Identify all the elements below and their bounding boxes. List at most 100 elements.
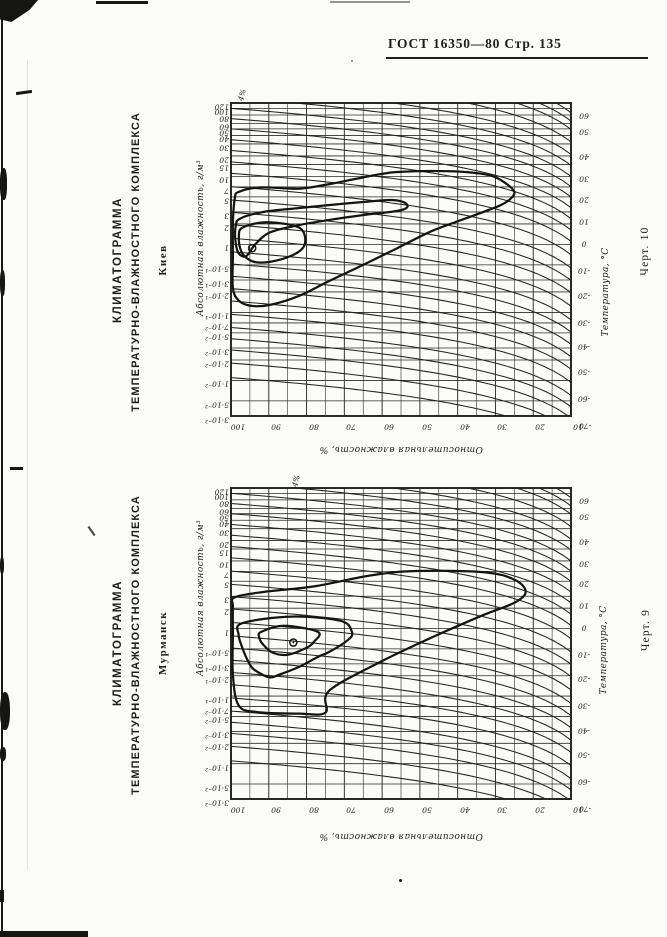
- temp-isoline: [231, 377, 506, 416]
- abs-tick-label: 2·10⁻²: [205, 742, 229, 752]
- temp-isoline: [516, 103, 571, 130]
- scan-artifact: [27, 60, 28, 870]
- abs-tick-label: 5·10⁻²: [205, 715, 229, 725]
- temp-isoline: [231, 349, 569, 416]
- temp-isoline: [231, 546, 571, 615]
- temp-tick-label: -10: [577, 650, 591, 660]
- scan-artifact: [10, 467, 23, 470]
- temp-tick-label: -30: [577, 701, 591, 711]
- temp-isoline: [231, 338, 571, 408]
- temp-isoline: [231, 671, 571, 741]
- abs-tick-label: 7·10⁻²: [205, 706, 229, 716]
- abs-tick-label: 1·10⁻²: [205, 763, 229, 773]
- scan-artifact: [0, 270, 5, 296]
- grid-border: [230, 102, 572, 417]
- abs-tick-label: 1: [224, 628, 229, 637]
- rh-tick-label: 100: [230, 805, 246, 815]
- climate-contour: [233, 198, 409, 258]
- temp-isoline: [231, 534, 571, 604]
- chart-title-line1: КЛИМАТОГРАММА: [112, 579, 124, 707]
- temp-isoline: [231, 199, 571, 269]
- temp-isoline: [231, 760, 506, 799]
- temp-isoline: [231, 492, 571, 562]
- temp-tick-label: -70: [578, 804, 592, 814]
- rh-tick-label: 40: [459, 805, 470, 815]
- rh-tick-label: 60: [384, 805, 394, 815]
- rh-tick-label: 20: [535, 805, 546, 815]
- temp-isoline: [231, 275, 571, 345]
- climate-contour: [257, 624, 321, 657]
- abs-tick-label: 10: [219, 560, 229, 570]
- mean-point-marker: [247, 243, 257, 253]
- temp-isoline: [231, 513, 571, 582]
- temp-tick-label: 10: [579, 601, 589, 611]
- temp-isoline: [467, 103, 571, 143]
- temp-isoline: [231, 502, 571, 572]
- climate-contour: [231, 169, 516, 308]
- scan-artifact: [0, 168, 7, 200]
- temp-isoline: [231, 313, 571, 383]
- temp-isoline: [538, 103, 571, 122]
- temp-isoline: [231, 621, 571, 691]
- temp-isoline: [231, 237, 571, 307]
- abs-tick-label: 3·10⁻²: [205, 730, 229, 740]
- page-header: ГОСТ 16350—80 Стр. 135: [388, 36, 562, 51]
- city-label: Мурманск: [157, 610, 169, 676]
- abs-tick-label: 15: [219, 548, 229, 558]
- temp-isoline: [231, 659, 571, 729]
- temp-isoline: [231, 172, 571, 242]
- temp-isoline: [295, 488, 571, 551]
- temp-tick-label: -20: [577, 674, 591, 684]
- temp-isoline: [231, 263, 571, 333]
- abs-tick-label: 30: [219, 528, 229, 538]
- abs-tick-label: 5·10⁻³: [205, 783, 229, 793]
- temp-isoline: [516, 488, 571, 515]
- rh-tick-label: 80: [308, 805, 319, 815]
- climate-contour: [236, 615, 354, 679]
- temp-isoline: [231, 557, 571, 626]
- temp-isoline: [231, 647, 571, 717]
- rh-tick-label: 30: [497, 805, 508, 815]
- temp-isoline: [467, 488, 571, 528]
- temp-isoline: [231, 139, 571, 209]
- chart-title-line2: ТЕМПЕРАТУРНО-ВЛАЖНОСТНОГО КОМПЛЕКСА: [130, 495, 142, 795]
- rh-tick-label: 50: [422, 805, 432, 815]
- temp-tick-label: -60: [577, 777, 591, 787]
- temp-tick-label: 20: [579, 579, 589, 589]
- temp-isoline: [231, 596, 571, 665]
- scan-artifact: [0, 931, 88, 937]
- temp-tick-label: -40: [577, 726, 591, 736]
- temp-tick-label: 60: [579, 496, 589, 506]
- abs-tick-label: 7: [224, 570, 229, 580]
- mean-point-marker: [288, 638, 298, 647]
- temp-isoline: [295, 103, 571, 166]
- temp-isoline: [555, 103, 571, 114]
- scan-artifact: [96, 1, 148, 4]
- rh-tick-label: 70: [346, 805, 357, 815]
- temp-isoline: [231, 710, 571, 780]
- abs-tick-label: 5: [224, 580, 229, 590]
- mean-point-dot: [251, 247, 254, 250]
- temp-isoline: [231, 128, 571, 198]
- scan-artifact: [0, 890, 4, 902]
- temp-isoline: [231, 186, 571, 256]
- temp-isoline: [231, 523, 571, 593]
- chart-caption: Черт. 9: [640, 608, 652, 652]
- temp-isoline: [231, 635, 571, 704]
- abs-tick-label: 2: [224, 607, 229, 617]
- grid-border: [230, 487, 572, 800]
- temp-isoline: [231, 362, 547, 416]
- temp-isoline: [231, 732, 569, 799]
- temp-isoline: [555, 488, 571, 499]
- temp-isoline: [231, 721, 571, 791]
- climate-contour: [237, 221, 307, 264]
- temp-isoline: [231, 570, 571, 640]
- temp-isoline: [231, 118, 571, 188]
- temp-isoline: [231, 211, 571, 281]
- temp-isoline: [392, 103, 571, 155]
- temp-isoline: [231, 745, 547, 799]
